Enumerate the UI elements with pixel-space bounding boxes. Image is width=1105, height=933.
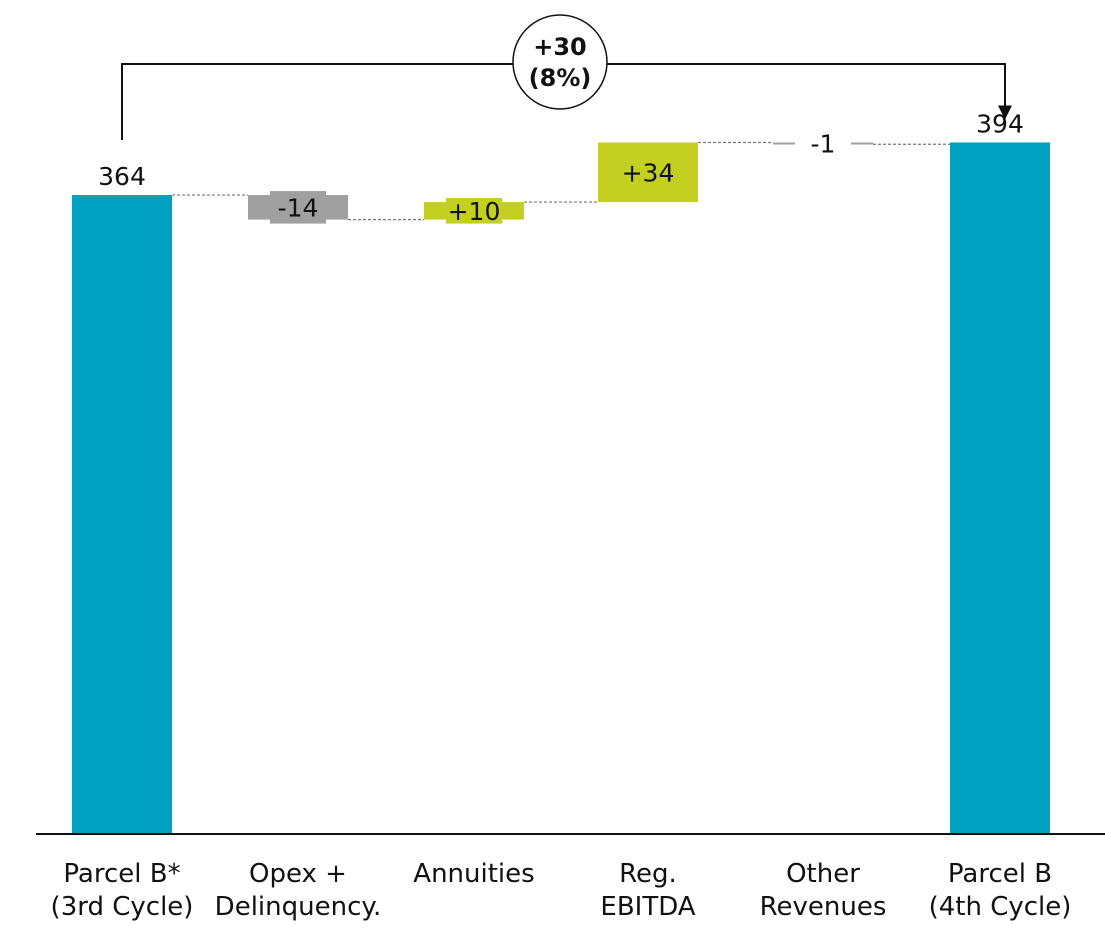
delta-value-label: +34 xyxy=(622,158,675,187)
delta-label-bg xyxy=(270,191,326,224)
delta-value-label: +10 xyxy=(448,197,501,226)
total-value-label: 364 xyxy=(98,162,146,191)
category-label: Annuities xyxy=(413,859,535,889)
total-bar xyxy=(72,195,172,834)
bracket-arrowhead-icon xyxy=(998,105,1012,120)
change-circle xyxy=(512,14,608,110)
category-label: Reg. EBITDA xyxy=(600,859,696,922)
category-label: Other Revenues xyxy=(759,859,887,922)
change-percent-label: (8%) xyxy=(529,64,592,92)
delta-value-label: -1 xyxy=(811,129,836,158)
change-value-label: +30 xyxy=(533,33,587,61)
category-label: Parcel B (4th Cycle) xyxy=(928,859,1072,922)
delta-label-bg xyxy=(446,198,502,224)
category-label: Parcel B* (3rd Cycle) xyxy=(50,859,194,922)
category-label: Opex + Delinquency. xyxy=(214,859,382,922)
increase-bar xyxy=(598,142,698,203)
delta-value-label: -14 xyxy=(278,193,319,222)
total-bar xyxy=(950,142,1050,834)
total-value-label: 394 xyxy=(976,109,1024,138)
